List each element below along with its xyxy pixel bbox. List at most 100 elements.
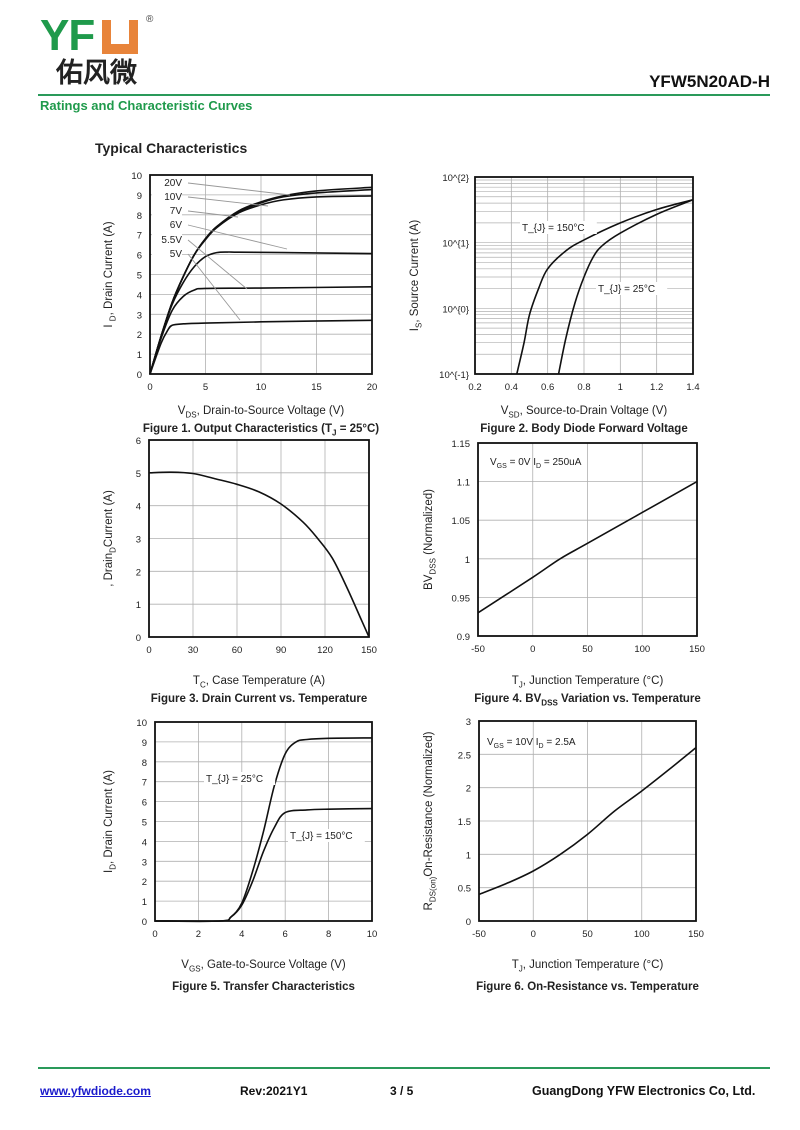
annotation: VGS = 0V ID = 250uA [490,457,582,470]
series-line-rds-on- [478,747,697,896]
leader-line [187,196,269,207]
y-tick-label: 7 [142,778,147,789]
x-axis-label: TC, Case Temperature (A) [193,675,325,689]
y-tick-label: 7 [137,231,142,242]
annotation-bg [204,772,276,785]
y-tick-label: 10^{0} [442,304,469,315]
y-tick-label: 2.5 [458,750,471,761]
x-tick-label: 10 [256,382,267,393]
grid [154,721,373,922]
footer-website[interactable]: www.yfwdiode.com [40,1084,151,1098]
label-bg [152,247,182,259]
logo-chinese-name: 佑风微 [56,58,137,89]
section-title: Ratings and Characteristic Curves [40,98,253,113]
y-tick-label: 2 [137,330,142,341]
annotation: VGS = 10V ID = 2.5A [487,737,576,750]
x-tick-label: 50 [582,644,593,655]
x-tick-label: 0.2 [468,382,481,393]
annotation: T_{J} = 25°C [598,284,655,295]
x-tick-label: 120 [317,645,333,656]
y-tick-label: 1.05 [452,516,471,527]
chart-6 [478,720,697,922]
x-tick-label: 100 [634,929,650,940]
leader-line [187,210,239,218]
figure-caption: Figure 4. BVDSS Variation vs. Temperatur… [474,693,701,707]
y-tick-label: 3 [142,857,147,868]
y-tick-label: 10^{1} [442,239,469,250]
y-tick-label: 3 [466,717,471,728]
y-tick-label: 5 [137,271,142,282]
footer-revision: Rev:2021Y1 [240,1084,308,1098]
y-tick-label: 5 [136,469,141,480]
y-tick-label: 0.95 [452,593,471,604]
x-axis-label: VDS, Drain-to-Source Voltage (V) [178,405,345,419]
x-tick-label: 8 [326,929,331,940]
y-tick-label: 4 [136,502,141,513]
x-axis-label: TJ, Junction Temperature (°C) [512,675,664,689]
grid [477,442,698,637]
y-tick-label: 8 [142,758,147,769]
series-line-t-j-150-c [516,198,694,375]
y-tick-label: 1 [142,897,147,908]
chart-4 [477,442,698,637]
x-tick-label: 150 [688,929,704,940]
grid [478,720,697,922]
y-tick-label: 1 [136,600,141,611]
y-tick-label: 6 [137,251,142,262]
y-tick-label: 0.9 [457,632,470,643]
logo-orange-mark [102,20,138,54]
x-tick-label: 2 [196,929,201,940]
series-label: 20V [164,178,182,189]
y-tick-label: 1.15 [452,439,471,450]
y-tick-label: 0 [142,917,147,928]
website-link[interactable]: www.yfwdiode.com [40,1084,151,1098]
x-tick-label: 90 [276,645,287,656]
x-tick-label: 1.2 [650,382,663,393]
x-tick-label: 1 [618,382,623,393]
y-tick-label: 10^{2} [442,173,469,184]
series-label: 5V [170,249,183,260]
x-axis-label: VGS, Gate-to-Source Voltage (V) [181,959,346,973]
footer-company: GuangDong YFW Electronics Co, Ltd. [532,1084,756,1098]
y-tick-label: 2 [136,567,141,578]
series-line-t-j-150-c [154,807,373,923]
figure-caption: Figure 3. Drain Current vs. Temperature [151,693,367,705]
series-label: 5.5V [161,235,182,246]
series-label: 10V [164,192,182,203]
y-tick-label: 4 [137,290,142,301]
figure-caption: Figure 6. On-Resistance vs. Temperature [476,981,699,993]
y-tick-label: 2 [466,784,471,795]
plot-frame [478,720,697,922]
plot-frame [148,439,370,638]
y-tick-label: 0 [137,370,142,381]
x-tick-label: 0.4 [505,382,518,393]
x-tick-label: 0 [530,644,535,655]
x-tick-label: 0.6 [541,382,554,393]
y-axis-label: RDS(on)On-Resistance (Normalized) [423,731,437,910]
x-tick-label: 5 [203,382,208,393]
x-tick-label: 30 [188,645,199,656]
annotation-bg [596,282,668,295]
leader-line [187,239,248,290]
x-tick-label: 6 [283,929,288,940]
y-tick-label: 9 [137,191,142,202]
x-tick-label: 1.4 [686,382,699,393]
x-tick-label: 10 [367,929,378,940]
x-tick-label: -50 [471,644,485,655]
series-label: 6V [170,220,183,231]
label-bg [152,176,182,188]
x-tick-label: 0.8 [577,382,590,393]
company-logo: YF ® 佑风微 [40,14,160,94]
annotation-bg [520,221,597,234]
registered-mark: ® [146,14,154,25]
y-tick-label: 6 [136,436,141,447]
y-tick-label: 1.5 [458,817,471,828]
x-tick-label: 50 [582,929,593,940]
leader-line [187,182,291,196]
plot-frame [154,721,373,922]
chart-2 [474,176,694,375]
y-axis-label: IS, Source Current (A) [409,220,423,332]
figure-caption: Figure 2. Body Diode Forward Voltage [480,423,687,435]
y-axis-label: ID, Drain Current (A) [103,770,117,873]
